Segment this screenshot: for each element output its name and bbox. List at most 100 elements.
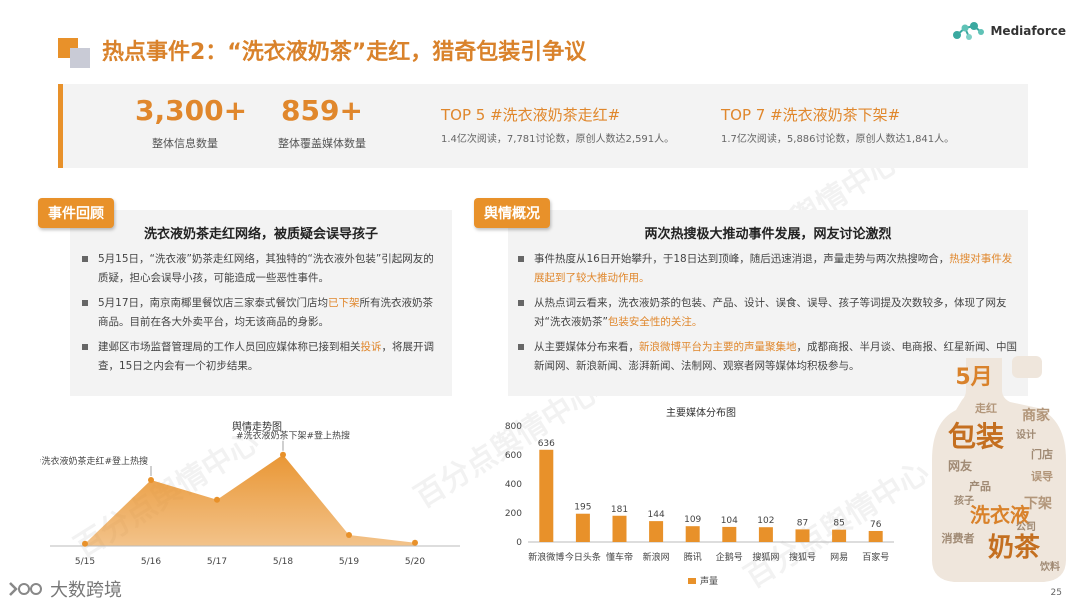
- molecule-icon: [953, 22, 985, 40]
- y-tick-label: 0: [516, 538, 522, 548]
- bar: [832, 529, 847, 542]
- bar-value-label: 195: [574, 503, 591, 513]
- bar: [868, 530, 883, 542]
- trend-chart-title: 舆情走势图: [232, 422, 282, 433]
- word-cloud-word: 下架: [1024, 495, 1052, 512]
- x-tick-label: 5/15: [75, 557, 95, 567]
- bar: [685, 526, 700, 542]
- word-cloud-word: 误导: [1031, 469, 1053, 483]
- page-title: 热点事件2：“洗衣液奶茶”走红，猎奇包装引争议: [102, 40, 587, 65]
- annotation-label: #洗衣液奶茶下架#登上热搜: [236, 430, 350, 442]
- bar: [649, 521, 664, 542]
- brand-logo: Mediaforce: [950, 18, 1066, 44]
- topic-item: TOP 5 #洗衣液奶茶走红# 1.4亿次阅读，7,781讨论数，原创人数达2,…: [441, 104, 674, 145]
- x-tick-label: 腾讯: [684, 551, 702, 563]
- bar: [722, 526, 737, 542]
- list-item: 事件热度从16日开始攀升，于18日达到顶峰，随后迅速消退，声量走势与两次热搜吻合…: [518, 250, 1018, 288]
- x-tick-label: 今日头条: [565, 551, 601, 563]
- list-item: 从主要媒体分布来看，新浪微博平台为主要的声量聚集地，成都商报、半月谈、电商报、红…: [518, 338, 1018, 376]
- word-cloud-word: 商家: [1022, 407, 1051, 424]
- x-tick-label: 企鹅号: [716, 551, 743, 563]
- bar-value-label: 102: [757, 516, 774, 526]
- x-tick-label: 5/19: [339, 557, 359, 567]
- bar: [795, 529, 810, 542]
- brand-name: Mediaforce: [990, 24, 1066, 38]
- annotation-label: #洗衣液奶茶走红#登上热搜: [40, 455, 148, 467]
- bar-value-label: 87: [797, 518, 808, 528]
- list-item: 5月17日，南京南椰里餐饮店三家泰式餐饮门店均已下架所有洗衣液奶茶商品。目前在各…: [82, 294, 442, 332]
- y-tick-label: 800: [505, 422, 522, 432]
- bar-value-label: 181: [611, 505, 628, 515]
- stat-item: 3,300+ 整体信息数量: [135, 94, 248, 151]
- topic-title: TOP 7 #洗衣液奶茶下架#: [721, 106, 901, 124]
- event-review-panel: [70, 210, 452, 396]
- stat-label: 整体覆盖媒体数量: [278, 137, 366, 150]
- media-chart-title: 主要媒体分布图: [666, 408, 736, 419]
- word-cloud-word: 包装: [948, 420, 1004, 453]
- stat-value: 3,300+: [135, 94, 248, 127]
- word-cloud-word: 走红: [974, 401, 997, 415]
- x-tick-label: 5/17: [207, 557, 227, 567]
- bar: [612, 515, 627, 542]
- word-cloud-word: 奶茶: [988, 532, 1041, 563]
- bar-value-label: 109: [684, 515, 701, 525]
- page-number: 25: [1050, 588, 1062, 598]
- overview-heading: 两次热搜极大推动事件发展，网友讨论激烈: [644, 227, 892, 242]
- x-tick-label: 懂车帝: [606, 551, 633, 563]
- trend-point: [412, 539, 418, 546]
- y-tick-label: 600: [505, 451, 522, 461]
- cross-border-logo-icon: [9, 582, 42, 596]
- x-tick-label: 5/18: [273, 557, 293, 567]
- trend-area: [85, 454, 415, 546]
- y-tick-label: 200: [505, 509, 522, 519]
- word-cloud-word: 孩子: [954, 494, 974, 507]
- bar-value-label: 636: [538, 439, 555, 449]
- footer-logo-text: 大数跨境: [50, 580, 122, 601]
- event-review-heading: 洗衣液奶茶走红网络，被质疑会误导孩子: [143, 227, 378, 242]
- trend-point: [214, 496, 220, 503]
- word-cloud-word: 公司: [1016, 521, 1036, 533]
- stats-panel: 3,300+ 整体信息数量 859+ 整体覆盖媒体数量 TOP 5 #洗衣液奶茶…: [58, 84, 1028, 168]
- trend-point: [346, 532, 352, 538]
- trend-point: [82, 540, 88, 547]
- topic-desc: 1.4亿次阅读，7,781讨论数，原创人数达2,591人。: [441, 134, 675, 145]
- bar-value-label: 104: [721, 516, 738, 526]
- word-cloud-word: 洗衣液: [970, 503, 1031, 527]
- word-cloud-word: 网友: [948, 458, 972, 473]
- word-cloud-word: 5月: [955, 365, 992, 390]
- topic-item: TOP 7 #洗衣液奶茶下架# 1.7亿次阅读，5,886讨论数，原创人数达1,…: [721, 104, 954, 145]
- section-tag-overview: 舆情概况: [474, 198, 550, 228]
- title-square-icon: [70, 48, 90, 68]
- y-tick-label: 400: [505, 480, 522, 490]
- list-item: 5月15日，“洗衣液”奶茶走红网络，其独特的“洗衣液外包装”引起网友的质疑，担心…: [82, 250, 442, 288]
- word-cloud-word: 产品: [969, 479, 991, 493]
- stat-label: 整体信息数量: [152, 137, 218, 150]
- stat-value: 859+: [281, 94, 363, 127]
- word-cloud-word: 饮料: [1039, 560, 1060, 573]
- word-cloud-word: 门店: [1031, 447, 1053, 461]
- topic-title: TOP 5 #洗衣液奶茶走红#: [441, 106, 621, 124]
- bar-value-label: 85: [833, 519, 844, 529]
- legend-swatch: [688, 578, 696, 584]
- bar: [539, 449, 554, 542]
- bar-value-label: 76: [870, 520, 882, 530]
- topic-desc: 1.7亿次阅读，5,886讨论数，原创人数达1,841人。: [721, 134, 955, 145]
- x-tick-label: 新浪微博: [528, 551, 564, 563]
- footer-logo: 大数跨境: [8, 576, 122, 602]
- x-tick-label: 5/16: [141, 557, 161, 567]
- word-cloud-word: 消费者: [942, 531, 975, 545]
- stat-item: 859+ 整体覆盖媒体数量: [267, 94, 377, 151]
- x-tick-label: 百家号: [862, 551, 889, 563]
- word-cloud-word: 设计: [1016, 428, 1036, 441]
- section-tag-event-review: 事件回顾: [38, 198, 114, 228]
- event-review-list: 5月15日，“洗衣液”奶茶走红网络，其独特的“洗衣液外包装”引起网友的质疑，担心…: [82, 250, 442, 376]
- bar-value-label: 144: [648, 510, 665, 520]
- x-tick-label: 搜狐号: [789, 551, 816, 563]
- x-tick-label: 5/20: [405, 557, 425, 567]
- media-bar-chart: 0 200 400 600 800 636 新浪微博 195 今日头条 181 懂车帝 144 新浪网 1…: [505, 422, 894, 587]
- bar: [758, 527, 773, 542]
- list-item: 从热点词云看来，洗衣液奶茶的包装、产品、设计、误食、误导、孩子等词提及次数较多，…: [518, 294, 1018, 332]
- trend-chart: 5/15 5/16 5/17 5/18 5/19 5/20 #洗衣液奶茶走红#登上热搜 #洗衣…: [40, 430, 460, 567]
- x-tick-label: 网易: [830, 552, 848, 563]
